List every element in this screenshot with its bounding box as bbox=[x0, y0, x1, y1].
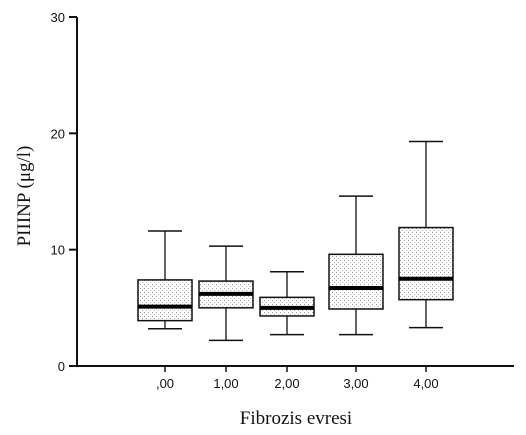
x-tick-label: 1,00 bbox=[213, 376, 238, 391]
iqr-box bbox=[398, 226, 454, 301]
box-3 bbox=[328, 195, 384, 336]
box-0 bbox=[137, 230, 193, 330]
box-4 bbox=[398, 140, 454, 329]
x-tick-label: ,00 bbox=[156, 376, 174, 391]
y-ticks: 0 10 20 30 bbox=[51, 10, 77, 374]
boxes bbox=[137, 140, 454, 342]
y-axis-title: PIIINP (μg/l) bbox=[14, 146, 35, 247]
x-tick-label: 2,00 bbox=[274, 376, 299, 391]
x-tick-label: 3,00 bbox=[343, 376, 368, 391]
iqr-box bbox=[328, 253, 384, 310]
box-2 bbox=[259, 271, 315, 336]
y-tick-label: 10 bbox=[51, 243, 65, 258]
x-axis-title: Fibrozis evresi bbox=[240, 408, 352, 429]
y-tick-label: 0 bbox=[58, 359, 65, 374]
box-1 bbox=[198, 245, 254, 342]
x-ticks: ,00 1,00 2,00 3,00 4,00 bbox=[156, 366, 439, 391]
x-tick-label: 4,00 bbox=[413, 376, 438, 391]
y-tick-label: 30 bbox=[51, 10, 65, 25]
iqr-box bbox=[137, 279, 193, 322]
y-tick-label: 20 bbox=[51, 126, 65, 141]
